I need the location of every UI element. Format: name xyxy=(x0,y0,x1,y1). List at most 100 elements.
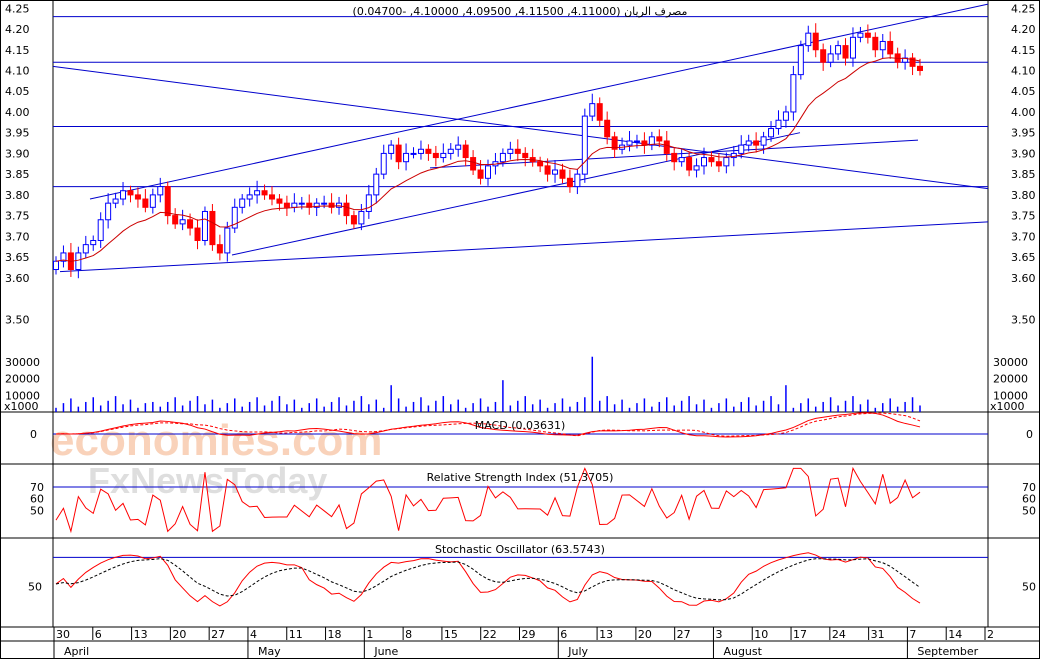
candle-body xyxy=(626,140,633,146)
candle-body xyxy=(552,169,559,175)
day-tick-label: 1 xyxy=(366,628,373,641)
candle-body xyxy=(656,136,663,142)
candle-body xyxy=(559,169,566,179)
volume-unit-right: x1000 xyxy=(990,400,1025,413)
price-tick-left: 3.65 xyxy=(5,251,30,264)
candle-body xyxy=(224,227,231,254)
candle-body xyxy=(537,161,544,167)
day-tick-label: 6 xyxy=(560,628,567,641)
price-tick-left: 4.15 xyxy=(5,44,30,57)
candle-body xyxy=(477,169,484,179)
volume-tick-left: 30000 xyxy=(5,356,40,369)
volume-tick-left: 20000 xyxy=(5,373,40,386)
price-tick-left: 3.90 xyxy=(5,147,30,160)
candle-body xyxy=(790,74,797,113)
candle-body xyxy=(827,53,834,63)
candle-body xyxy=(753,140,760,146)
candle-body xyxy=(611,136,618,150)
rsi-tick-left: 50 xyxy=(30,504,44,517)
candle-body xyxy=(388,144,395,154)
candle-body xyxy=(857,32,864,38)
candle-body xyxy=(701,157,707,167)
candle-body xyxy=(648,136,655,146)
month-tick-label: July xyxy=(567,645,588,658)
candle-body xyxy=(775,119,782,130)
candle-body xyxy=(142,198,149,208)
month-tick-label: September xyxy=(917,645,978,658)
candle-body xyxy=(380,152,387,175)
candle-body xyxy=(581,115,588,175)
price-tick-right: 4.00 xyxy=(1011,106,1036,119)
rsi-tick-right: 50 xyxy=(1022,504,1036,517)
day-tick-label: 2 xyxy=(987,628,994,641)
rsi-title: Relative Strength Index (51.3705) xyxy=(427,471,614,484)
candle-body xyxy=(164,186,171,217)
candle-body xyxy=(75,252,82,271)
candle-body xyxy=(134,194,141,200)
price-tick-left: 3.75 xyxy=(5,210,30,223)
day-tick-label: 30 xyxy=(56,628,70,641)
candle-body xyxy=(112,198,119,204)
volume-unit-left: x1000 xyxy=(4,400,39,413)
macd-tick-right: 0 xyxy=(1026,428,1033,441)
candle-body xyxy=(321,202,328,205)
price-tick-right: 3.60 xyxy=(1011,272,1036,285)
candle-body xyxy=(499,152,506,163)
day-tick-label: 8 xyxy=(405,628,412,641)
candle-body xyxy=(715,161,722,167)
candle-body xyxy=(187,219,194,229)
price-tick-right: 3.80 xyxy=(1011,189,1036,202)
candle-body xyxy=(842,45,849,59)
rsi-tick-left: 70 xyxy=(30,481,44,494)
candle-body xyxy=(872,36,879,51)
candle-body xyxy=(201,210,208,241)
candle-body xyxy=(768,128,775,138)
candle-body xyxy=(879,40,886,51)
candle-body xyxy=(276,198,283,204)
candle-body xyxy=(909,57,916,67)
candle-body xyxy=(417,148,424,154)
day-tick-label: 15 xyxy=(444,628,458,641)
volume-tick-left: 10000 xyxy=(5,389,40,402)
candle-body xyxy=(395,144,402,163)
candle-body xyxy=(708,157,715,163)
price-tick-right: 3.75 xyxy=(1011,210,1036,223)
stochastic-d-line xyxy=(55,558,921,601)
candle-body xyxy=(127,190,134,196)
candle-body xyxy=(283,202,290,208)
candle-body xyxy=(723,157,730,167)
macd-line xyxy=(55,412,921,438)
candle-body xyxy=(745,140,752,146)
stochastic-panel: 50 50 xyxy=(28,552,1036,607)
day-tick-label: 7 xyxy=(909,628,916,641)
candle-body xyxy=(60,252,67,262)
candle-body xyxy=(82,244,89,254)
candle-body xyxy=(291,202,298,208)
candle-body xyxy=(261,190,268,196)
candle-body xyxy=(566,177,573,188)
rsi-line xyxy=(55,466,921,534)
day-tick-label: 13 xyxy=(134,628,148,641)
month-tick-label: August xyxy=(723,645,762,658)
price-tick-right: 3.90 xyxy=(1011,147,1036,160)
watermark-economies: economies.com xyxy=(50,416,383,465)
candle-body xyxy=(544,165,551,175)
candle-body xyxy=(246,194,253,200)
candle-body xyxy=(522,152,529,159)
price-tick-right: 4.05 xyxy=(1011,85,1036,98)
candle-body xyxy=(820,49,827,63)
candle-body xyxy=(350,215,357,225)
volume-tick-right: 20000 xyxy=(993,373,1028,386)
candle-body xyxy=(864,32,871,38)
candle-body xyxy=(343,202,350,217)
month-tick-label: May xyxy=(258,645,281,658)
candle-body xyxy=(812,32,819,51)
day-tick-label: 20 xyxy=(638,628,652,641)
candle-body xyxy=(686,157,693,171)
day-tick-label: 6 xyxy=(95,628,102,641)
price-tick-left: 4.00 xyxy=(5,106,30,119)
day-tick-label: 27 xyxy=(677,628,691,641)
candle-body xyxy=(760,136,767,146)
